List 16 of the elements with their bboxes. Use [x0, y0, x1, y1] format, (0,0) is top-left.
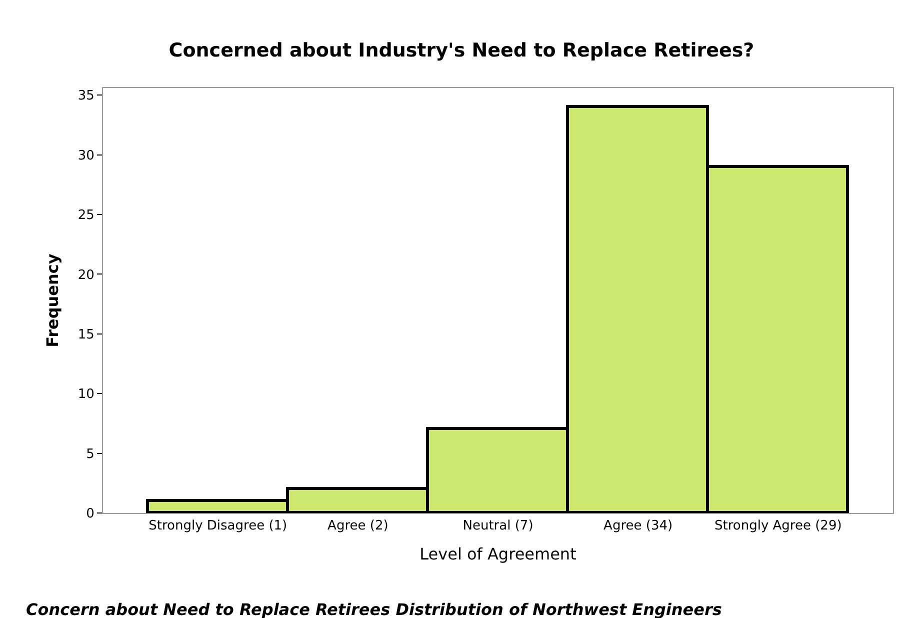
y-tick-label: 0: [86, 506, 94, 522]
x-axis-title: Level of Agreement: [420, 544, 576, 564]
y-tick-label: 15: [78, 327, 94, 342]
y-tick-label: 25: [78, 208, 94, 224]
x-tick-label: Neutral (7): [462, 518, 534, 534]
y-tick-label: 10: [78, 387, 94, 402]
x-tick-label: Strongly Disagree (1): [148, 518, 288, 534]
y-tick-label: 5: [86, 446, 94, 462]
x-tick-label: Agree (34): [604, 518, 673, 534]
x-tick-label: Strongly Agree (29): [714, 518, 842, 534]
chart-title: Concerned about Industry's Need to Replace Retirees?: [168, 40, 754, 62]
y-tick-label: 20: [78, 268, 94, 283]
x-tick-label: Agree (2): [328, 518, 388, 534]
y-tick-label: 35: [78, 88, 94, 104]
y-tick-label: 30: [78, 148, 94, 164]
y-axis-title: Frequency: [42, 253, 62, 348]
